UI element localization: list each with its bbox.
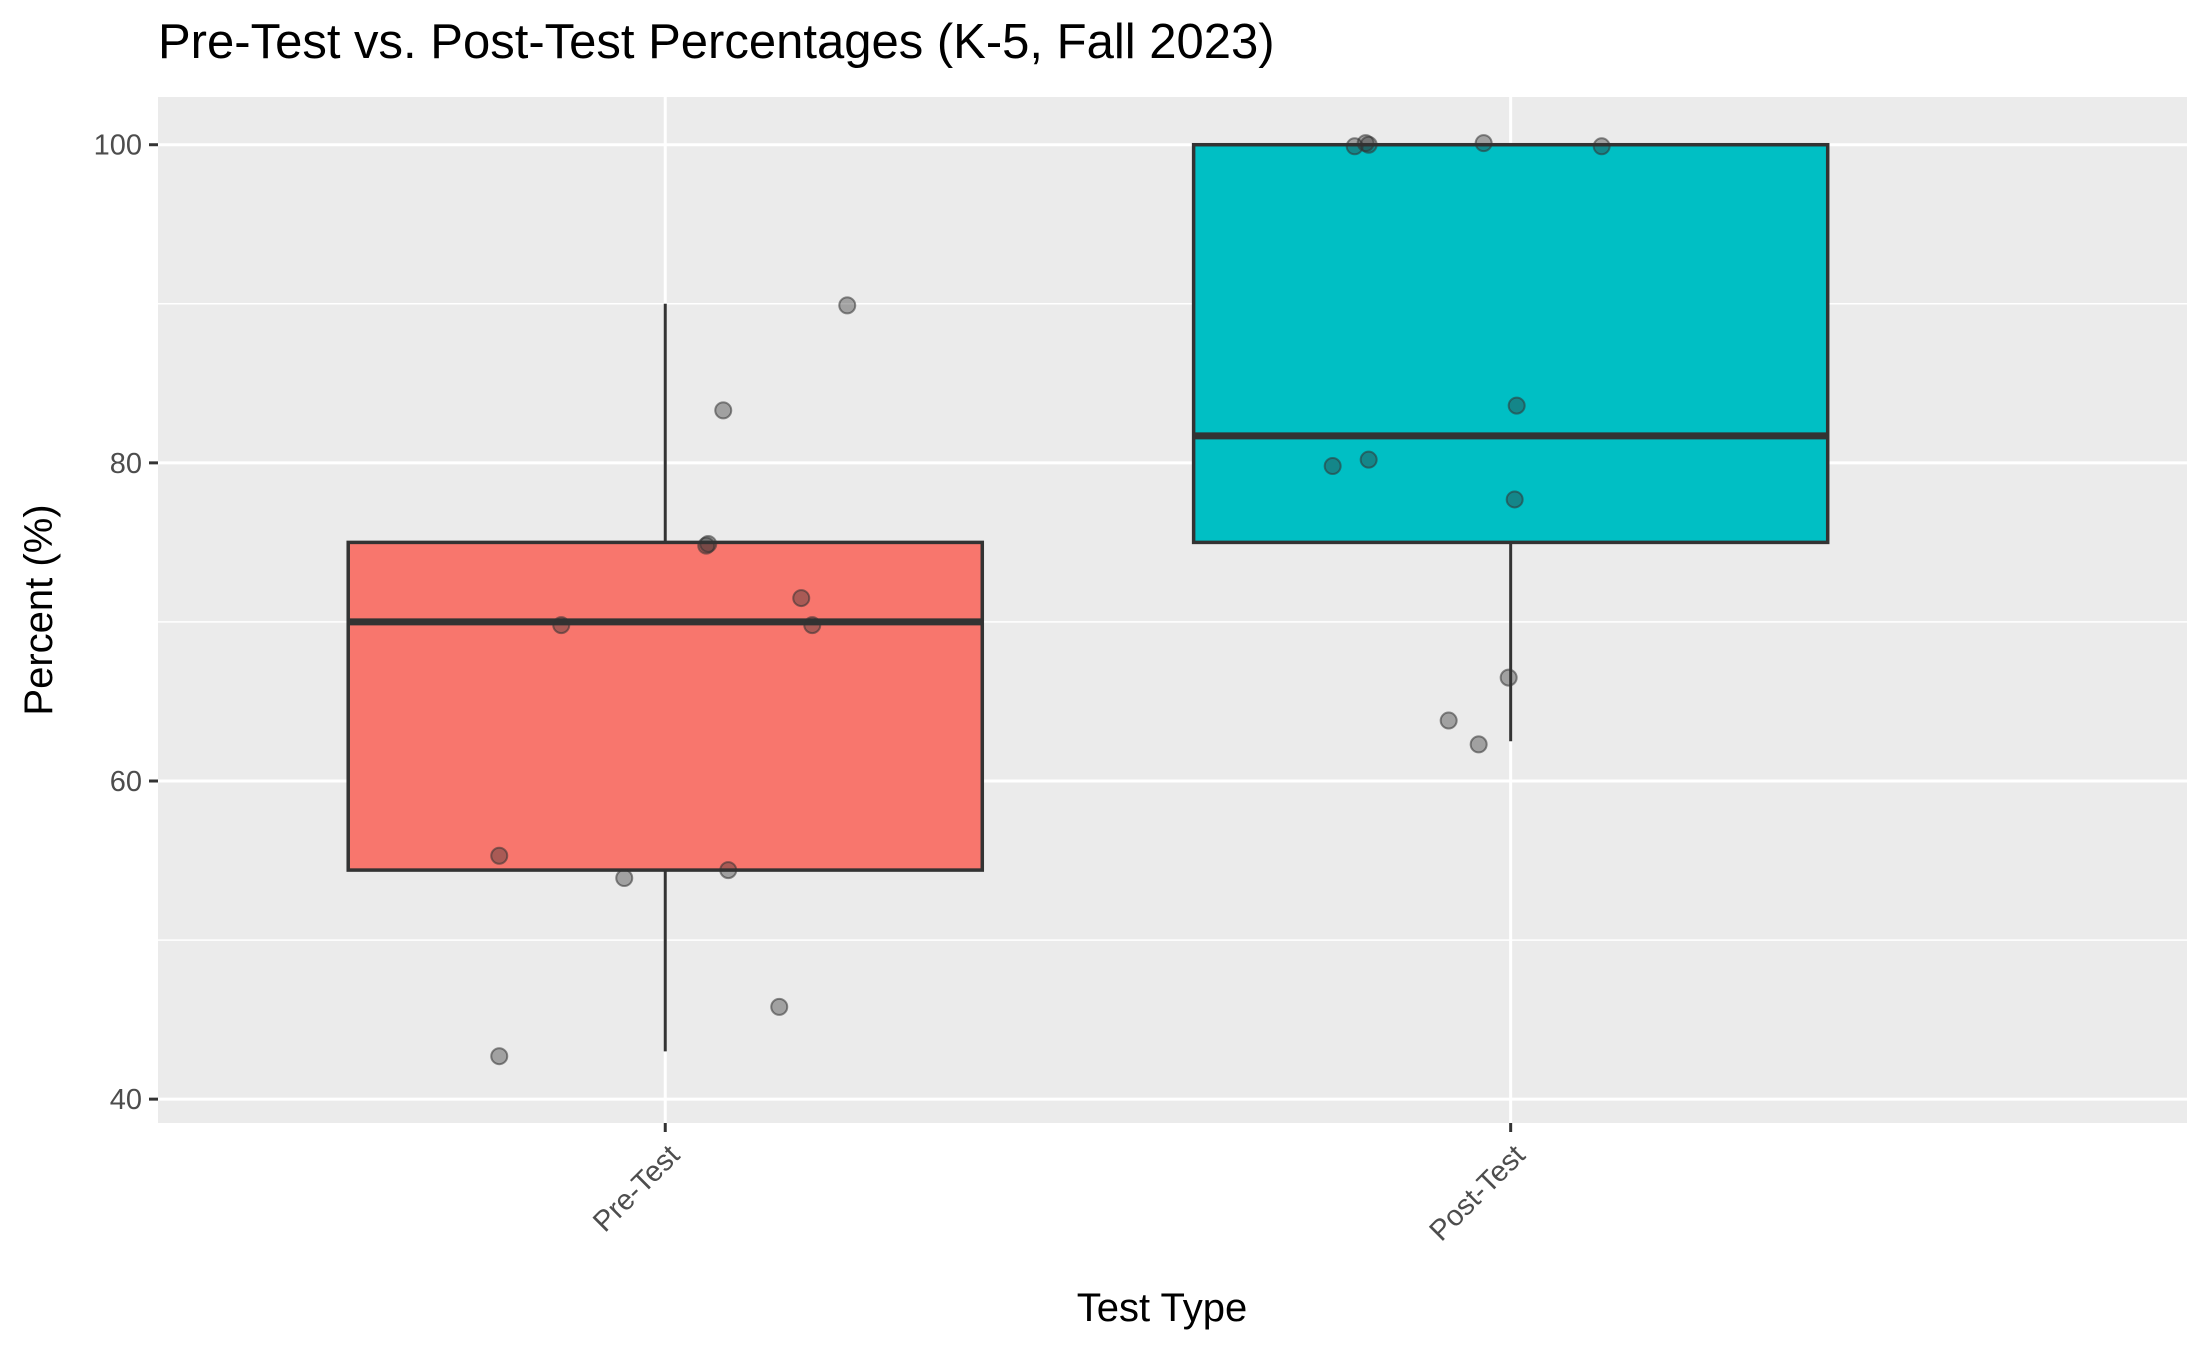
data-point-pre-test	[838, 296, 857, 315]
box-body	[1191, 142, 1830, 545]
data-point-pre-test	[714, 401, 733, 420]
data-point-pre-test	[615, 869, 634, 888]
data-point-pre-test	[490, 1047, 509, 1066]
data-point-post-test	[1505, 490, 1524, 509]
box-body	[346, 540, 985, 872]
box-pre-test	[346, 303, 985, 1052]
data-point-post-test	[1323, 457, 1342, 476]
boxes	[346, 142, 1830, 1052]
x-tick-label: Post-Test	[1424, 1139, 1532, 1247]
data-point-pre-test	[803, 616, 822, 635]
data-point-post-test	[1499, 668, 1518, 687]
x-tick-label: Pre-Test	[587, 1139, 686, 1238]
data-point-post-test	[1469, 735, 1488, 754]
data-point-post-test	[1439, 711, 1458, 730]
data-point-pre-test	[490, 846, 509, 865]
box-post-test	[1191, 142, 1830, 742]
data-point-pre-test	[719, 861, 738, 880]
data-points	[490, 134, 1611, 1066]
y-tick-label: 40	[110, 1084, 142, 1116]
y-axis-title: Percent (%)	[17, 504, 61, 715]
chart-title: Pre-Test vs. Post-Test Percentages (K-5,…	[158, 15, 1275, 69]
y-tick-label: 60	[110, 766, 142, 798]
data-point-pre-test	[792, 589, 811, 608]
data-point-post-test	[1359, 450, 1378, 469]
data-point-post-test	[1507, 396, 1526, 415]
x-axis-title: Test Type	[1077, 1286, 1247, 1330]
data-point-post-test	[1592, 137, 1611, 156]
data-point-pre-test	[552, 616, 571, 635]
data-point-pre-test	[699, 534, 718, 553]
y-tick-label: 80	[110, 448, 142, 480]
data-point-post-test	[1474, 134, 1493, 153]
y-tick-label: 100	[94, 130, 142, 162]
data-point-pre-test	[770, 997, 789, 1016]
data-point-post-test	[1359, 135, 1378, 154]
